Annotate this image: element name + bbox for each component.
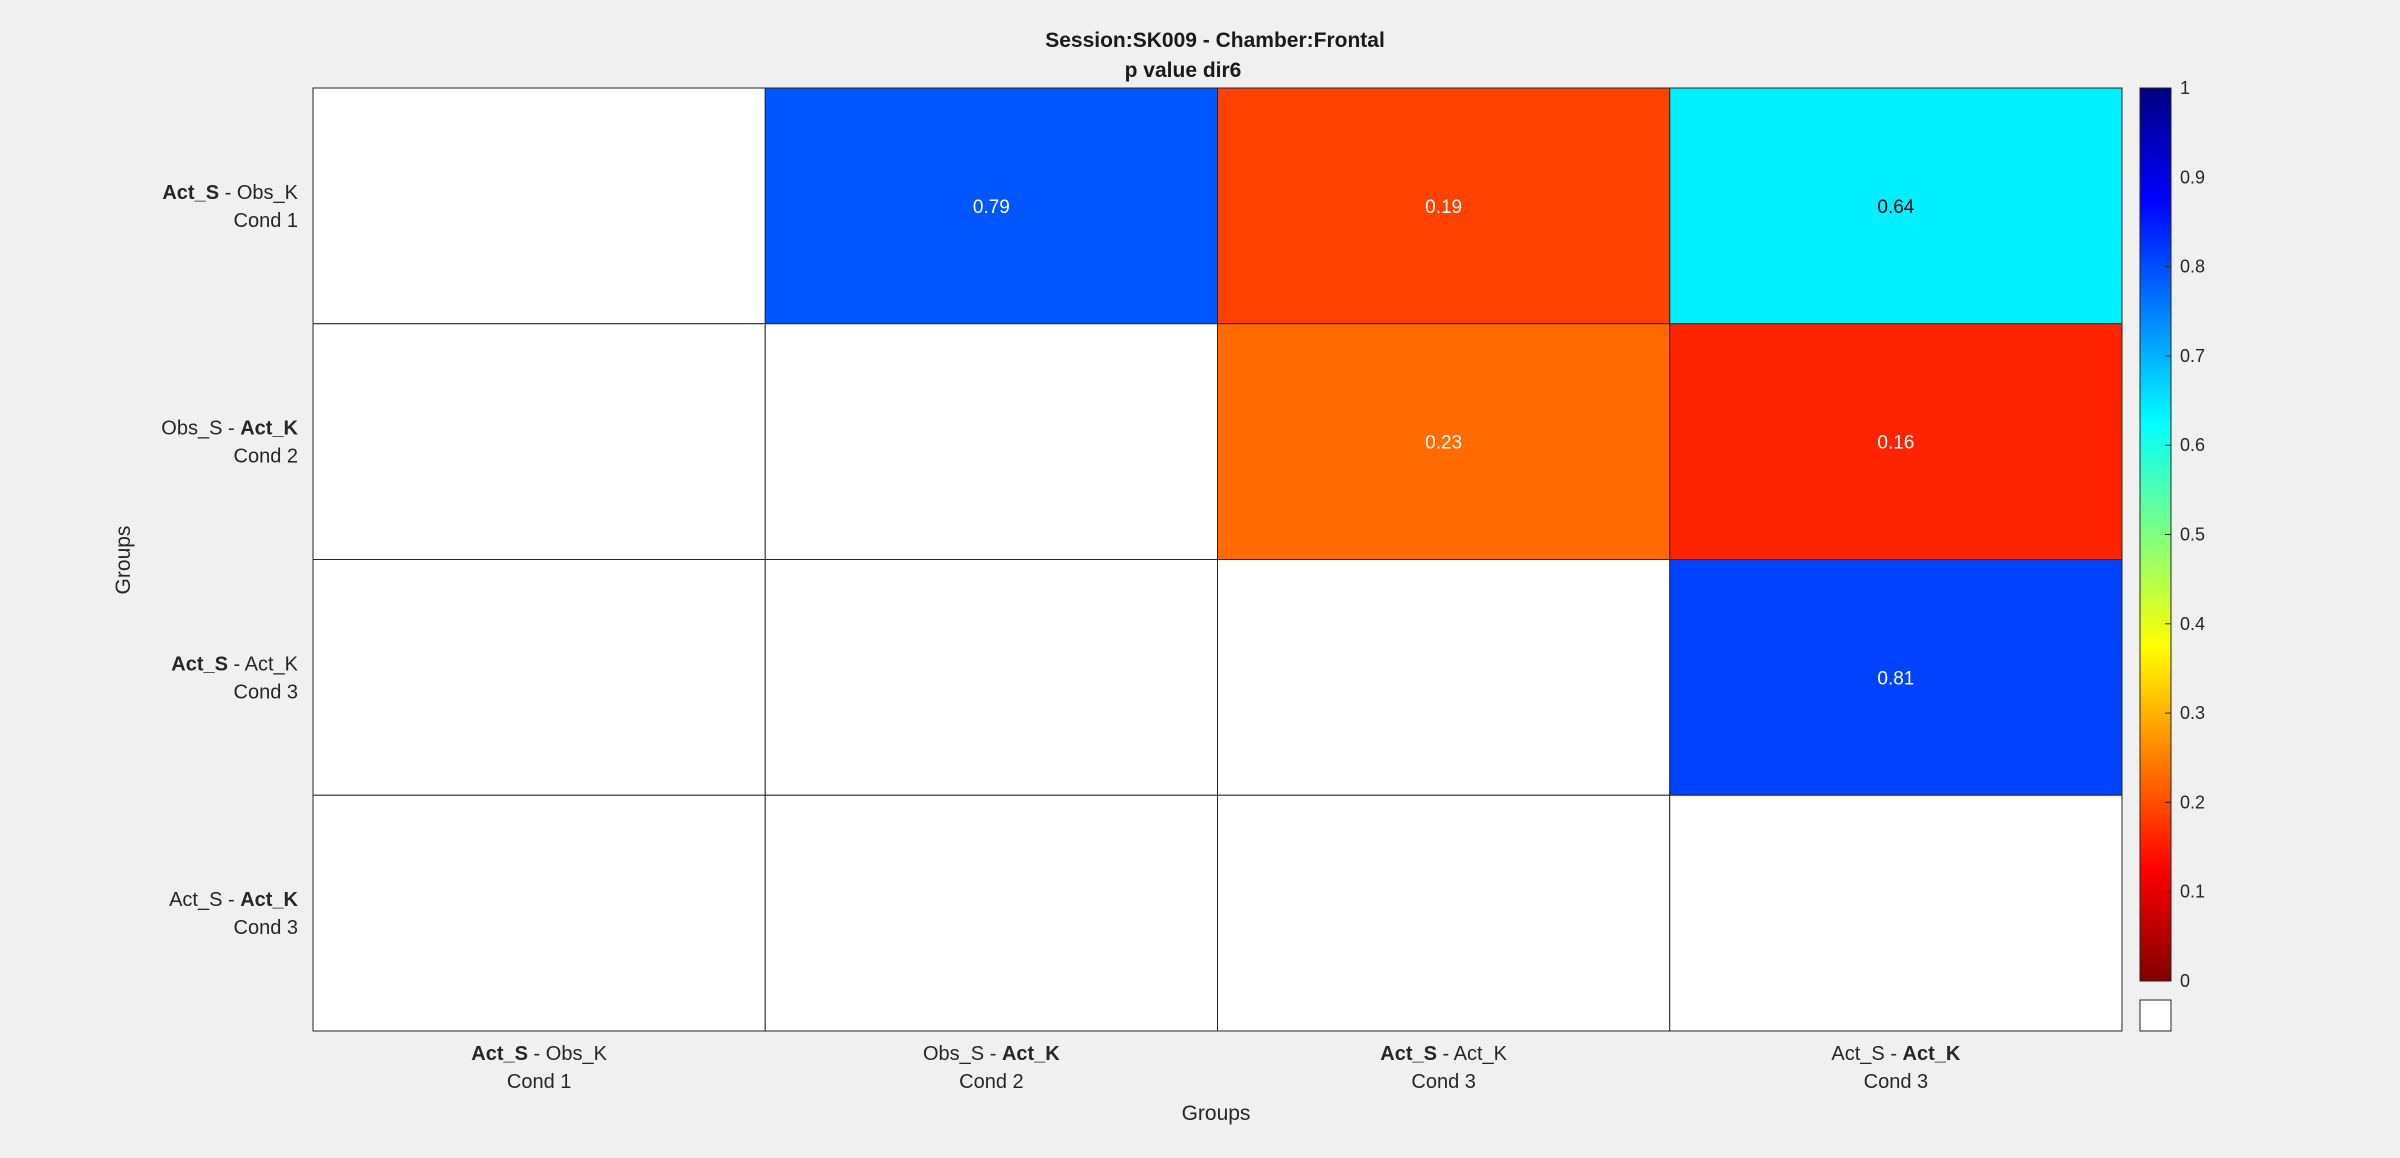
cell-value-label: 0.81 (1877, 668, 1914, 689)
cell-value-label: 0.64 (1877, 197, 1914, 218)
y-tick-0-group-a: Act_S (162, 182, 219, 204)
x-tick-2-group-a: Act_S (1380, 1043, 1437, 1065)
colorbar-tick-label: 0.9 (2180, 167, 2205, 187)
cell-value-label: 0.16 (1877, 433, 1914, 454)
cell-value-label: 0.79 (973, 197, 1010, 218)
heatmap-cell-r1-c3 (1669, 323, 2123, 560)
y-axis-label: Groups (112, 526, 135, 595)
heatmap-cell-r3-c1 (764, 794, 1218, 1032)
heatmap-cell-r0-c1 (764, 87, 1218, 325)
heatmap-cell-r1-c0 (312, 323, 766, 560)
heatmap-cell-r3-c3 (1669, 794, 2123, 1032)
y-tick-2-separator: - (228, 653, 245, 675)
x-tick-0-group-b: Obs_K (546, 1043, 608, 1065)
colorbar-tick-label: 0.5 (2180, 525, 2205, 545)
colorbar-tick-label: 0.1 (2180, 882, 2205, 902)
y-tick-1-line1: Obs_S - Act_K (161, 418, 298, 440)
cell-value-label: 0.19 (1425, 197, 1462, 218)
x-tick-3-group-a: Act_S (1831, 1043, 1884, 1065)
x-tick-1-line1: Obs_S - Act_K (923, 1043, 1060, 1065)
x-tick-3-separator: - (1885, 1043, 1903, 1065)
x-tick-1-separator: - (984, 1043, 1002, 1065)
heatmap-cell-r2-c0 (312, 559, 766, 796)
x-axis-label: Groups (1182, 1102, 1251, 1125)
heatmap-cell-r3-c2 (1217, 794, 1671, 1032)
heatmap-cell-r2-c2 (1217, 559, 1671, 796)
colorbar: 0 0.1 0.2 0.3 0.4 0.5 0.6 0.7 0.8 0.9 1 (2139, 78, 2205, 1032)
y-tick-3-line1: Act_S - Act_K (169, 889, 298, 911)
y-tick-3-line2: Cond 3 (234, 917, 299, 939)
heatmap-cell-r2-c3 (1669, 559, 2123, 796)
heatmap-cell-r3-c0 (312, 794, 766, 1032)
colorbar-tick-label: 0.6 (2180, 435, 2205, 455)
heatmap-cell-labels: 0.79 0.19 0.64 0.23 0.16 0.81 (973, 197, 1915, 690)
heatmap-cell-r0-c3 (1669, 87, 2123, 325)
y-tick-0-group-b: Obs_K (237, 182, 299, 204)
colorbar-tick-label: 0 (2180, 971, 2190, 991)
colorbar-tick-label: 0.8 (2180, 257, 2205, 277)
y-tick-labels: Act_S - Obs_K Cond 1 Obs_S - Act_K Cond 2 Ac… (161, 182, 298, 939)
y-tick-2-line2: Cond 3 (234, 681, 299, 703)
x-tick-1-group-b: Act_K (1002, 1043, 1060, 1065)
y-tick-2-line1: Act_S - Act_K (171, 653, 298, 675)
cell-value-label: 0.23 (1425, 433, 1462, 454)
x-tick-2-line1: Act_S - Act_K (1380, 1043, 1507, 1065)
x-tick-0-line2: Cond 1 (507, 1071, 572, 1093)
y-tick-0-separator: - (219, 182, 237, 204)
chart-title: Session:SK009 - Chamber:Frontal (1045, 29, 1385, 52)
chart-subtitle: p value dir6 (1125, 59, 1242, 82)
x-tick-3-line1: Act_S - Act_K (1831, 1043, 1960, 1065)
x-tick-3-line2: Cond 3 (1864, 1071, 1929, 1093)
colorbar-tick-label: 0.4 (2180, 614, 2205, 634)
heatmap-cell-r0-c2 (1217, 87, 1671, 325)
colorbar-tick-label: 0.3 (2180, 703, 2205, 723)
x-tick-labels: Act_S - Obs_K Cond 1 Obs_S - Act_K Cond 2 Ac… (471, 1043, 1961, 1093)
y-tick-3-group-a: Act_S (169, 889, 222, 911)
y-tick-1-group-b: Act_K (240, 418, 298, 440)
y-tick-1-separator: - (222, 418, 240, 440)
colorbar-tick-label: 0.2 (2180, 792, 2205, 812)
x-tick-0-group-a: Act_S (471, 1043, 528, 1065)
colorbar-tick-labels: 0 0.1 0.2 0.3 0.4 0.5 0.6 0.7 0.8 0.9 1 (2165, 78, 2205, 991)
x-tick-2-separator: - (1437, 1043, 1454, 1065)
colorbar-nan-swatch (2139, 999, 2172, 1032)
x-tick-1-line2: Cond 2 (959, 1071, 1024, 1093)
colorbar-tick-label: 0.7 (2180, 346, 2205, 366)
x-tick-1-group-a: Obs_S (923, 1043, 984, 1065)
y-tick-3-separator: - (222, 889, 240, 911)
heatmap-cell-r1-c1 (764, 323, 1218, 560)
y-tick-1-line2: Cond 2 (234, 446, 299, 468)
y-tick-2-group-b: Act_K (245, 653, 299, 675)
heatmap-cell-r0-c0 (312, 87, 766, 325)
x-tick-2-group-b: Act_K (1454, 1043, 1508, 1065)
heatmap-cell-r1-c2 (1217, 323, 1671, 560)
y-tick-1-group-a: Obs_S (161, 418, 222, 440)
heatmap-cell-r2-c1 (764, 559, 1218, 796)
heatmap-cells (312, 87, 2123, 1032)
y-tick-2-group-a: Act_S (171, 653, 228, 675)
x-tick-0-separator: - (528, 1043, 546, 1065)
colorbar-tick-label: 1 (2180, 78, 2190, 98)
x-tick-0-line1: Act_S - Obs_K (471, 1043, 607, 1065)
y-tick-0-line1: Act_S - Obs_K (162, 182, 298, 204)
x-tick-3-group-b: Act_K (1903, 1043, 1961, 1065)
y-tick-0-line2: Cond 1 (234, 210, 299, 232)
x-tick-2-line2: Cond 3 (1411, 1071, 1476, 1093)
y-tick-3-group-b: Act_K (240, 889, 298, 911)
